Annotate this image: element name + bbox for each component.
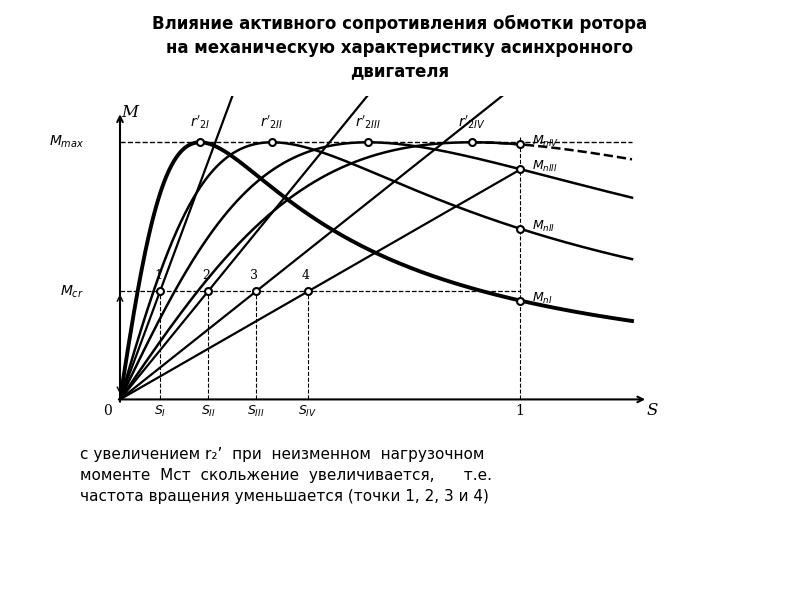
Text: Влияние активного сопротивления обмотки ротора
на механическую характеристику ас: Влияние активного сопротивления обмотки … (153, 15, 647, 80)
Text: $M_{cr}$: $M_{cr}$ (60, 283, 84, 299)
Text: $M_{nIII}$: $M_{nIII}$ (532, 159, 558, 174)
Text: с увеличением r₂’  при  неизменном  нагрузочном
моменте  Мст  скольжение  увелич: с увеличением r₂’ при неизменном нагрузо… (80, 447, 492, 504)
Text: $M_{nIV}$: $M_{nIV}$ (532, 134, 559, 149)
Text: S: S (646, 402, 658, 419)
Text: 1: 1 (154, 269, 162, 281)
Text: 1: 1 (515, 404, 525, 418)
Text: $r'_{2IV}$: $r'_{2IV}$ (458, 113, 486, 131)
Text: $r'_{2III}$: $r'_{2III}$ (355, 113, 381, 131)
Text: $M_{nI}$: $M_{nI}$ (532, 290, 553, 305)
Text: $r'_{2I}$: $r'_{2I}$ (190, 113, 210, 131)
Text: 3: 3 (250, 269, 258, 281)
Text: $r'_{2II}$: $r'_{2II}$ (260, 113, 284, 131)
Text: 4: 4 (302, 269, 310, 281)
Text: 2: 2 (202, 269, 210, 281)
Text: $S_I$: $S_I$ (154, 404, 166, 419)
Text: $S_{II}$: $S_{II}$ (201, 404, 215, 419)
Text: M: M (122, 104, 138, 121)
Text: $S_{III}$: $S_{III}$ (247, 404, 265, 419)
Text: $M_{max}$: $M_{max}$ (49, 134, 84, 151)
Text: $M_{nII}$: $M_{nII}$ (532, 218, 555, 233)
Text: 0: 0 (104, 404, 112, 418)
Text: $S_{IV}$: $S_{IV}$ (298, 404, 318, 419)
